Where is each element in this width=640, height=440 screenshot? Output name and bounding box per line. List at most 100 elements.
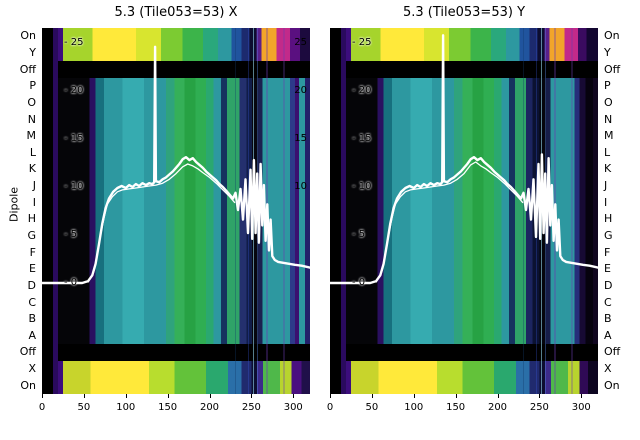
dipole-row-label-right: D <box>604 278 613 292</box>
db-tick-label-right: 15 <box>294 133 307 144</box>
dipole-row-label-left: Off <box>19 62 36 76</box>
x-tick-mark <box>330 394 331 398</box>
db-tick-label: - 25 <box>64 37 84 48</box>
dipole-row-label-right: E <box>604 262 611 276</box>
x-tick-label: 0 <box>326 402 334 413</box>
db-tick-label: - 10 <box>64 181 84 192</box>
dipole-row-label-left: O <box>27 95 36 109</box>
heatmap-stripe <box>571 28 573 394</box>
x-tick-label: 0 <box>38 402 46 413</box>
x-tick-mark <box>413 394 415 398</box>
db-tick-label: - 15 <box>352 133 372 144</box>
dipole-row-label-right: K <box>604 162 612 176</box>
power-curve <box>42 45 310 285</box>
dipole-row-label-left: D <box>27 278 36 292</box>
dipole-row-label-left: M <box>26 129 37 143</box>
dipole-row-label-left: J <box>32 179 36 193</box>
dipole-row-label-right: C <box>604 295 612 309</box>
dipole-row-label-left: X <box>28 362 36 376</box>
x-tick-label: 100 <box>116 402 136 413</box>
dipole-row-label-left: N <box>27 112 36 126</box>
db-tick-label: - 15 <box>64 133 84 144</box>
x-tick-mark <box>251 394 253 398</box>
db-tick-label: - 10 <box>352 181 372 192</box>
x-tick-label: 200 <box>199 402 220 413</box>
dipole-row-label-left: P <box>29 79 36 93</box>
x-tick-mark <box>371 394 373 398</box>
dipole-row-label-right: I <box>604 195 608 209</box>
dipole-row-label-left: B <box>28 312 36 326</box>
dipole-row-label-right: N <box>604 112 613 126</box>
db-tick-label: - 0 <box>64 277 78 288</box>
dipole-row-label-left: F <box>29 245 36 259</box>
db-tick-label-right: 25 <box>294 37 307 48</box>
dipole-row-label-right: L <box>604 145 611 159</box>
heatmap-band <box>330 344 598 361</box>
heatmap-band <box>42 344 310 361</box>
dipole-row-label-left: H <box>27 212 36 226</box>
dipole-row-label-left: Y <box>29 45 36 59</box>
heatmap-stripe <box>235 28 237 394</box>
dipole-row-label-left: I <box>32 195 36 209</box>
x-tick-mark <box>581 394 583 398</box>
chart-title-y: 5.3 (Tile053=53) Y <box>402 5 526 20</box>
x-tick-mark <box>125 394 127 398</box>
dipole-row-label-right: P <box>604 79 611 93</box>
heatmap-band <box>42 28 310 62</box>
dipole-row-label-left: On <box>20 29 36 43</box>
x-tick-mark <box>42 394 43 398</box>
x-tick-mark <box>293 394 295 398</box>
x-tick-label: 300 <box>571 402 591 413</box>
heatmap-stripe <box>523 28 525 394</box>
x-tick-label: 300 <box>283 402 303 413</box>
db-tick-label: - 25 <box>352 37 372 48</box>
dipole-row-label-right: F <box>604 245 611 259</box>
chart-title-x: 5.3 (Tile053=53) X <box>114 5 238 20</box>
x-tick-mark <box>497 394 499 398</box>
x-tick-mark <box>455 394 457 398</box>
power-curve-svg <box>42 45 310 285</box>
dipole-row-label-right: G <box>604 228 613 242</box>
x-tick-label: 250 <box>529 402 549 413</box>
x-tick-label: 250 <box>241 402 261 413</box>
dipole-row-label-right: O <box>604 95 613 109</box>
x-axis: 0 50 100 150 200 250 300 <box>327 28 598 413</box>
heatmap-band <box>330 61 598 78</box>
power-curve <box>330 34 598 285</box>
db-tick-label: - 20 <box>352 85 372 96</box>
dipole-row-label-left: E <box>29 262 36 276</box>
x-axis: 0 50 100 150 200 250 300 <box>39 28 310 413</box>
dipole-row-label-left: G <box>27 228 36 242</box>
dipole-row-label-right: M <box>604 129 614 143</box>
heatmap-stripe <box>283 28 285 394</box>
heatmap-band <box>330 360 598 394</box>
dipole-row-label-right: A <box>604 328 612 342</box>
db-tick-label-right: 20 <box>294 85 307 96</box>
power-curve <box>87 163 236 283</box>
dipole-row-label-right: Y <box>604 45 611 59</box>
x-tick-label: 50 <box>365 402 379 413</box>
db-tick-label: - 5 <box>352 229 366 240</box>
dipole-row-label-left: C <box>28 295 36 309</box>
dipole-row-label-right: J <box>604 179 608 193</box>
db-ticks: - 25 - 20 - 15 - 10 - 5 - 0 25 20 15 10 <box>42 28 310 394</box>
x-tick-mark <box>167 394 169 398</box>
x-tick-mark <box>83 394 85 398</box>
x-tick-mark <box>209 394 211 398</box>
dipole-row-label-right: H <box>604 212 613 226</box>
dipole-row-label-right: Off <box>604 62 621 76</box>
db-tick-label-right: 10 <box>294 181 307 192</box>
db-ticks: - 25 - 20 - 15 - 10 - 5 - 0 <box>330 28 598 394</box>
dipole-row-label-left: Off <box>19 345 36 359</box>
dipole-row-label-left: K <box>28 162 36 176</box>
dipole-row-label-left: L <box>29 145 36 159</box>
dipole-row-label-right: On <box>604 29 620 43</box>
heatmap-band <box>42 360 310 394</box>
heatmap-panel-x: - 25 - 20 - 15 - 10 - 5 - 0 25 20 15 10 0 50 100 150… <box>39 28 310 413</box>
heatmap-band <box>330 28 598 62</box>
dipole-row-label-right: B <box>604 312 612 326</box>
heatmap-bands <box>42 28 310 394</box>
x-tick-label: 200 <box>487 402 508 413</box>
x-tick-label: 100 <box>404 402 424 413</box>
